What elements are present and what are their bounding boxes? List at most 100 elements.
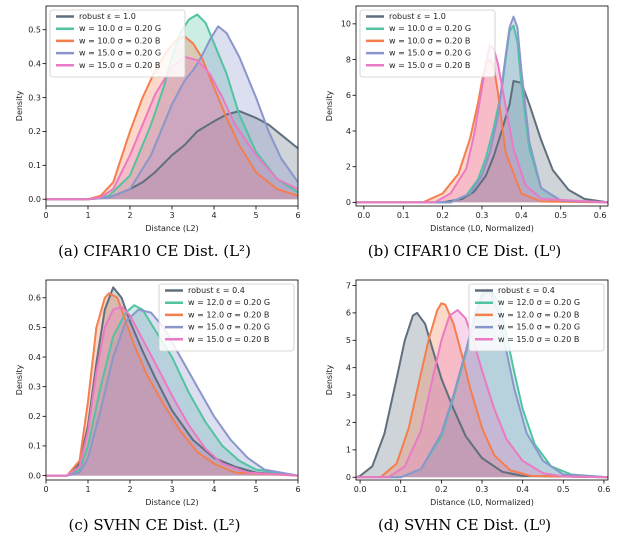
x-tick-label: 0.0	[354, 485, 367, 494]
legend-entry-2: w = 12.0 σ = 0.20 B	[498, 310, 579, 319]
x-tick-label: 6	[295, 211, 300, 220]
x-tick-label: 5	[253, 485, 258, 494]
y-tick-label: 6	[346, 309, 351, 318]
legend: robust ε = 1.0 w = 10.0 σ = 0.20 G w = 10.…	[49, 9, 186, 78]
series-line-2	[356, 302, 608, 479]
series-area-0	[356, 81, 608, 203]
legend-box	[359, 9, 496, 78]
x-tick-label: 0.1	[397, 211, 410, 220]
legend-entry-3: w = 15.0 σ = 0.20 G	[498, 323, 580, 332]
legend-entry-1: w = 10.0 σ = 0.20 G	[79, 24, 161, 33]
series-area-3	[46, 26, 298, 200]
legend: robust ε = 0.4 w = 12.0 σ = 0.20 G w = 12.…	[158, 283, 295, 352]
x-tick-label: 0.5	[557, 485, 570, 494]
series-line-1	[46, 13, 298, 201]
series-area-2	[46, 36, 298, 200]
series-line-0	[46, 286, 298, 477]
y-tick-label: 0.3	[28, 382, 41, 391]
y-tick-label: 0	[346, 473, 351, 482]
legend-entry-0: robust ε = 1.0	[79, 12, 136, 21]
y-tick-label: 0.5	[28, 26, 41, 35]
caption-d: (d) SVHN CE Dist. (L⁰)	[377, 516, 552, 534]
x-tick-label: 0.0	[358, 211, 371, 220]
series-area-4	[46, 306, 298, 476]
y-axis-label: Density	[325, 365, 334, 396]
legend-entry-4: w = 15.0 σ = 0.20 B	[79, 61, 160, 70]
legend-entry-2: w = 10.0 σ = 0.20 B	[389, 36, 470, 45]
legend-entry-1: w = 12.0 σ = 0.20 G	[498, 298, 580, 307]
chart-svhn-l0: 0.0 0.1 0.2 0.3 0.4 0.5 0.6 0 1 2 3 4 5 6 7 Distance (L…	[325, 279, 611, 507]
y-tick-label: 6	[346, 91, 351, 100]
x-tick-label: 2	[127, 485, 132, 494]
x-tick-label: 5	[253, 211, 258, 220]
legend-entry-2: w = 10.0 σ = 0.20 B	[79, 36, 160, 45]
x-axis-label: Distance (L0, Normalized)	[430, 498, 534, 507]
legend-entry-0: robust ε = 0.4	[188, 286, 245, 295]
series-area-0	[46, 111, 298, 200]
y-axis-label: Density	[15, 365, 24, 396]
plot-area	[46, 286, 298, 477]
legend-box	[158, 283, 295, 352]
x-tick-label: 4	[211, 211, 216, 220]
plot-area	[46, 13, 298, 201]
legend-entry-4: w = 15.0 σ = 0.20 B	[389, 61, 470, 70]
y-tick-label: 3	[346, 391, 351, 400]
y-tick-label: 0.2	[28, 127, 41, 136]
series-area-3	[46, 309, 298, 476]
y-tick-label: 1	[346, 446, 351, 455]
y-tick-label: 0.0	[28, 471, 41, 480]
y-tick-label: 7	[346, 281, 351, 290]
y-tick-label: 0.5	[28, 323, 41, 332]
caption-b: (b) CIFAR10 CE Dist. (L⁰)	[367, 242, 562, 260]
x-axis-label: Distance (L2)	[145, 498, 198, 507]
legend-entry-3: w = 15.0 σ = 0.20 G	[389, 49, 471, 58]
x-tick-label: 0.4	[516, 485, 529, 494]
series-area-1	[46, 305, 298, 476]
series-area-3	[356, 289, 608, 478]
y-tick-label: 0.1	[28, 442, 41, 451]
x-tick-label: 0.6	[594, 211, 607, 220]
x-tick-label: 1	[85, 485, 90, 494]
y-tick-label: 4	[346, 127, 351, 136]
chart-cifar10-l2: 0 1 2 3 4 5 6 0.0 0.1 0.2 0.3 0.4 0.5 Distance (L2) De…	[15, 5, 301, 233]
x-tick-label: 0	[43, 211, 48, 220]
chart-cifar10-l0: 0.0 0.1 0.2 0.3 0.4 0.5 0.6 0 2 4 6 8 10 Distance (L0…	[325, 5, 609, 233]
y-tick-label: 0	[346, 198, 351, 207]
legend-entry-0: robust ε = 1.0	[389, 12, 446, 21]
y-tick-label: 10	[341, 20, 351, 29]
x-tick-label: 0	[43, 485, 48, 494]
series-area-2	[356, 59, 608, 203]
legend-entry-0: robust ε = 0.4	[498, 286, 555, 295]
series-line-3	[356, 15, 608, 204]
panel-d: 0.0 0.1 0.2 0.3 0.4 0.5 0.6 0 1 2 3 4 5 6 7 Distance (L…	[310, 274, 619, 548]
panel-b: 0.0 0.1 0.2 0.3 0.4 0.5 0.6 0 2 4 6 8 10 Distance (L0…	[310, 0, 619, 274]
series-area-1	[356, 289, 608, 478]
legend-box	[468, 283, 605, 352]
x-tick-label: 0.3	[476, 485, 489, 494]
x-tick-label: 3	[169, 485, 174, 494]
y-tick-label: 2	[346, 163, 351, 172]
chart-svhn-l2: 0 1 2 3 4 5 6 0.0 0.1 0.2 0.3 0.4 0.5 0.6 Distance (L2…	[15, 279, 301, 507]
x-tick-label: 0.5	[554, 211, 567, 220]
x-tick-label: 0.3	[476, 211, 489, 220]
legend-entry-3: w = 15.0 σ = 0.20 G	[79, 49, 161, 58]
y-tick-label: 4	[346, 363, 351, 372]
y-tick-label: 5	[346, 336, 351, 345]
x-tick-label: 0.6	[598, 485, 611, 494]
panel-c: 0 1 2 3 4 5 6 0.0 0.1 0.2 0.3 0.4 0.5 0.6 Distance (L2…	[0, 274, 309, 548]
series-line-3	[46, 25, 298, 201]
legend-entry-3: w = 15.0 σ = 0.20 G	[188, 323, 270, 332]
y-tick-label: 0.3	[28, 93, 41, 102]
legend: robust ε = 0.4 w = 12.0 σ = 0.20 G w = 12.…	[468, 283, 605, 352]
x-tick-label: 1	[85, 211, 90, 220]
series-area-2	[46, 293, 298, 476]
x-tick-label: 4	[211, 485, 216, 494]
series-line-0	[356, 311, 608, 479]
panel-a: 0 1 2 3 4 5 6 0.0 0.1 0.2 0.3 0.4 0.5 Distance (L2) De…	[0, 0, 309, 274]
y-tick-label: 0.4	[28, 59, 41, 68]
y-tick-label: 0.1	[28, 161, 41, 170]
legend-entry-1: w = 12.0 σ = 0.20 G	[188, 298, 270, 307]
y-tick-label: 8	[346, 55, 351, 64]
x-tick-label: 3	[169, 211, 174, 220]
y-axis-label: Density	[15, 91, 24, 122]
